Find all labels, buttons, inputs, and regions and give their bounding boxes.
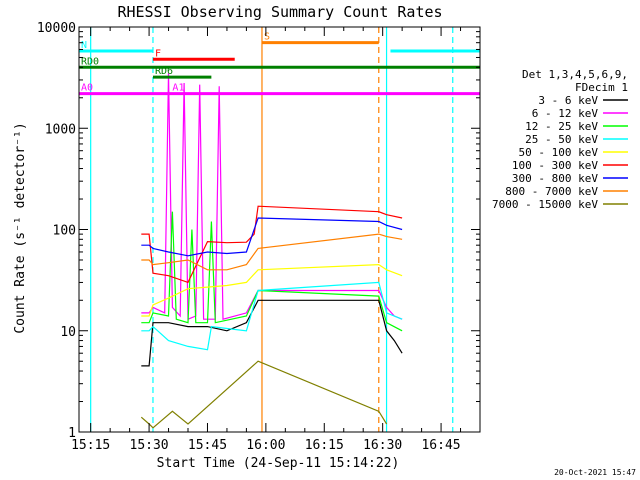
- y-tick-label: 10: [60, 325, 76, 340]
- y-tick-label: 10000: [37, 21, 76, 36]
- series-800-7000-kev: [141, 233, 403, 271]
- legend-label-6-12-kev: 6 - 12 keV: [532, 107, 599, 120]
- legend-label-3-6-kev: 3 - 6 keV: [538, 94, 598, 107]
- annotation-label-f: F: [155, 48, 161, 59]
- annotation-label-s: S: [264, 32, 270, 43]
- legend-label-50-100-kev: 50 - 100 keV: [519, 146, 599, 159]
- series-100-300-kev: [141, 205, 403, 284]
- x-tick-label: 16:45: [421, 438, 460, 453]
- series-6-12-kev: [141, 73, 403, 321]
- legend-label-7000-15000-kev: 7000 - 15000 keV: [492, 198, 598, 211]
- annotation-label-rd6: RD6: [155, 66, 173, 77]
- x-tick-label: 15:15: [71, 438, 110, 453]
- series-3-6-kev: [141, 299, 403, 367]
- legend-label-800-7000-kev: 800 - 7000 keV: [505, 185, 598, 198]
- series-25-50-kev: [141, 281, 403, 351]
- series-7000-15000-kev: [140, 360, 388, 429]
- y-tick-label: 100: [53, 224, 76, 239]
- legend-label-100-300-kev: 100 - 300 keV: [512, 159, 598, 172]
- x-tick-label: 15:45: [188, 438, 227, 453]
- x-tick-label: 15:30: [130, 438, 169, 453]
- x-tick-label: 16:30: [363, 438, 402, 453]
- legend-header: FDecim 1: [575, 81, 628, 94]
- footer-timestamp: 20-Oct-2021 15:47: [554, 468, 636, 477]
- series-12-25-kev: [141, 211, 403, 332]
- y-axis-label: Count Rate (s⁻¹ detector⁻¹): [13, 122, 28, 333]
- legend-label-25-50-kev: 25 - 50 keV: [525, 133, 598, 146]
- annotation-label-rd0: RD0: [81, 56, 99, 67]
- x-axis-label: Start Time (24-Sep-11 15:14:22): [157, 456, 400, 471]
- legend-label-12-25-kev: 12 - 25 keV: [525, 120, 598, 133]
- series-300-800-kev: [141, 217, 403, 257]
- y-tick-label: 1: [68, 426, 76, 441]
- annotation-label-a1: A1: [172, 83, 184, 94]
- x-tick-label: 16:15: [305, 438, 344, 453]
- plot-frame: [78, 26, 481, 433]
- annotation-label-n: N: [81, 40, 87, 51]
- y-tick-label: 1000: [45, 122, 76, 137]
- x-tick-label: 16:00: [246, 438, 285, 453]
- series-50-100-kev: [141, 263, 403, 317]
- chart-title: RHESSI Observing Summary Count Rates: [117, 3, 442, 21]
- annotation-label-a0: A0: [81, 83, 93, 94]
- legend-label-300-800-kev: 300 - 800 keV: [512, 172, 598, 185]
- legend-header: Det 1,3,4,5,6,9,: [522, 68, 628, 81]
